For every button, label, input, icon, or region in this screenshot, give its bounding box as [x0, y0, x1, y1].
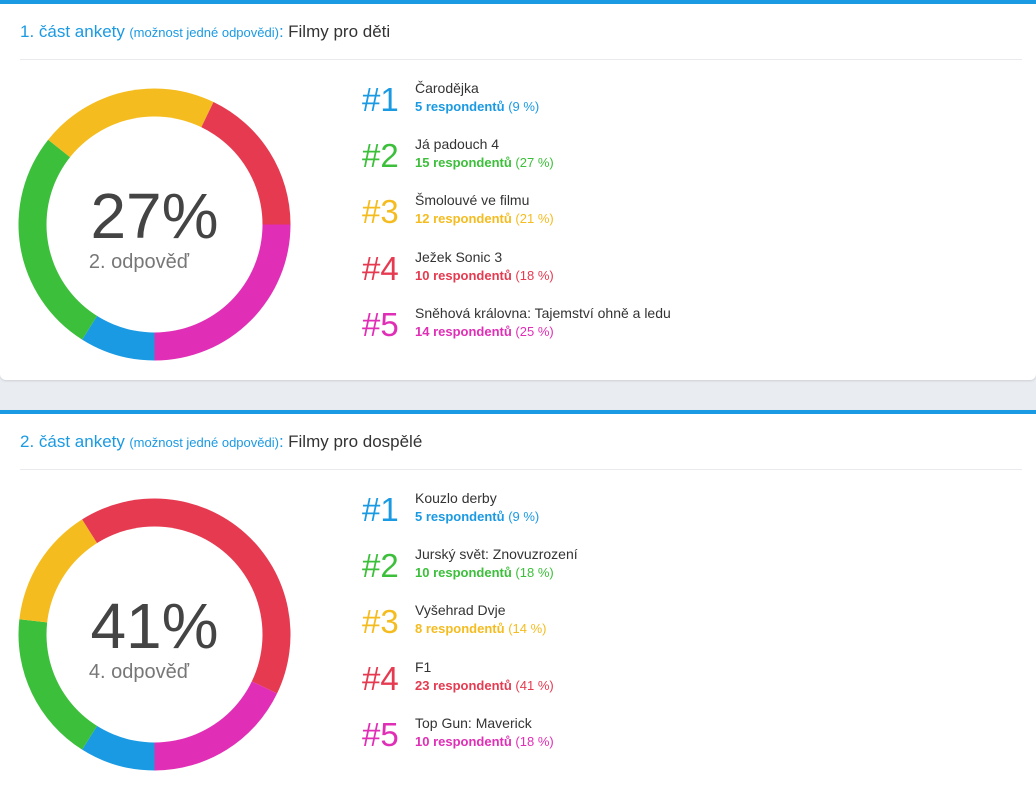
answer-percent: (18 %)	[515, 267, 554, 283]
answer-percent: (14 %)	[508, 621, 547, 637]
donut-hole	[46, 526, 263, 743]
answer-name: Já padouch 4	[415, 136, 500, 153]
answer-item: #4 Ježek Sonic 3 10 respondentů (18 %)	[362, 247, 862, 303]
answer-count: 5 respondentů	[415, 99, 505, 114]
poll-header: 2. část ankety (možnost jedné odpovědi):…	[20, 432, 1022, 470]
answer-stats: 5 respondentů (9 %)	[415, 99, 539, 114]
answer-rank: #4	[362, 659, 399, 697]
answer-count: 14 respondentů	[415, 323, 512, 339]
answer-stats: 12 respondentů (21 %)	[415, 211, 554, 226]
answer-count: 23 respondentů	[415, 677, 512, 693]
answer-stats: 10 respondentů (18 %)	[415, 565, 554, 580]
answer-name: Vyšehrad Dvje	[415, 602, 506, 619]
poll-answer-mode: (možnost jedné odpovědi)	[129, 25, 279, 40]
answer-rank: #2	[362, 547, 399, 585]
poll-answer-mode: (možnost jedné odpovědi)	[129, 435, 279, 450]
answer-item: #3 Vyšehrad Dvje 8 respondentů (14 %)	[362, 600, 862, 656]
answer-stats: 23 respondentů (41 %)	[415, 678, 554, 693]
donut-chart: 41% 4. odpověď	[18, 498, 291, 771]
answer-percent: (9 %)	[508, 99, 540, 114]
answer-name: Šmolouvé ve filmu	[415, 192, 530, 209]
poll-title: Filmy pro děti	[288, 22, 391, 41]
poll-title: Filmy pro dospělé	[288, 432, 423, 451]
answer-count: 10 respondentů	[415, 565, 512, 581]
poll-card-2: 2. část ankety (možnost jedné odpovědi):…	[0, 410, 1036, 787]
answer-name: Ježek Sonic 3	[415, 248, 503, 265]
answer-stats: 5 respondentů (9 %)	[415, 509, 539, 524]
answer-item: #2 Jurský svět: Znovuzrození 10 responde…	[362, 544, 862, 600]
answer-percent: (18 %)	[515, 565, 554, 581]
poll-card-1: 1. část ankety (možnost jedné odpovědi):…	[0, 0, 1036, 380]
answer-count: 5 respondentů	[415, 509, 505, 524]
answer-stats: 15 respondentů (27 %)	[415, 155, 554, 170]
donut-hole	[46, 116, 263, 333]
answer-item: #4 F1 23 respondentů (41 %)	[362, 657, 862, 713]
center-label: 4. odpověď	[89, 661, 190, 683]
answer-item: #5 Sněhová královna: Tajemství ohně a le…	[362, 303, 862, 359]
answer-item: #3 Šmolouvé ve filmu 12 respondentů (21 …	[362, 190, 862, 246]
answer-item: #2 Já padouch 4 15 respondentů (27 %)	[362, 134, 862, 190]
answer-name: F1	[415, 658, 432, 675]
answer-count: 12 respondentů	[415, 211, 512, 227]
answer-stats: 8 respondentů (14 %)	[415, 621, 547, 636]
answer-percent: (21 %)	[515, 211, 554, 227]
answer-name: Kouzlo derby	[415, 490, 497, 506]
answer-list: #1 Kouzlo derby 5 respondentů (9 %) #2 J…	[362, 488, 862, 769]
answer-rank: #3	[362, 603, 399, 641]
center-percent: 27%	[90, 180, 218, 252]
answer-percent: (25 %)	[515, 323, 554, 339]
answer-list: #1 Čarodějka 5 respondentů (9 %) #2 Já p…	[362, 78, 862, 359]
poll-header: 1. část ankety (možnost jedné odpovědi):…	[20, 22, 1022, 60]
answer-percent: (9 %)	[508, 509, 540, 524]
answer-count: 8 respondentů	[415, 621, 505, 637]
answer-stats: 10 respondentů (18 %)	[415, 734, 554, 749]
answer-item: #5 Top Gun: Maverick 10 respondentů (18 …	[362, 713, 862, 769]
answer-stats: 10 respondentů (18 %)	[415, 268, 554, 283]
answer-name: Sněhová královna: Tajemství ohně a ledu	[415, 304, 671, 321]
answer-percent: (27 %)	[515, 155, 554, 171]
answer-name: Top Gun: Maverick	[415, 714, 532, 731]
answer-percent: (18 %)	[515, 733, 554, 749]
poll-part-label: 1. část ankety	[20, 22, 125, 41]
answer-name: Jurský svět: Znovuzrození	[415, 546, 578, 563]
answer-rank: #5	[362, 305, 399, 343]
answer-rank: #2	[362, 137, 399, 175]
answer-rank: #5	[362, 715, 399, 753]
poll-colon: :	[278, 432, 284, 451]
poll-part-label: 2. část ankety	[20, 432, 125, 451]
answer-stats: 14 respondentů (25 %)	[415, 324, 554, 339]
answer-rank: #1	[362, 491, 399, 528]
center-percent: 41%	[90, 590, 218, 662]
answer-percent: (41 %)	[515, 677, 554, 693]
answer-item: #1 Čarodějka 5 respondentů (9 %)	[362, 78, 862, 134]
answer-rank: #1	[362, 81, 399, 118]
answer-count: 10 respondentů	[415, 267, 512, 283]
answer-rank: #4	[362, 249, 399, 287]
center-label: 2. odpověď	[89, 251, 190, 273]
poll-colon: :	[278, 22, 284, 41]
answer-item: #1 Kouzlo derby 5 respondentů (9 %)	[362, 488, 862, 544]
answer-rank: #3	[362, 193, 399, 231]
donut-chart: 27% 2. odpověď	[18, 88, 291, 361]
answer-count: 15 respondentů	[415, 155, 512, 171]
answer-name: Čarodějka	[415, 80, 479, 96]
answer-count: 10 respondentů	[415, 733, 512, 749]
